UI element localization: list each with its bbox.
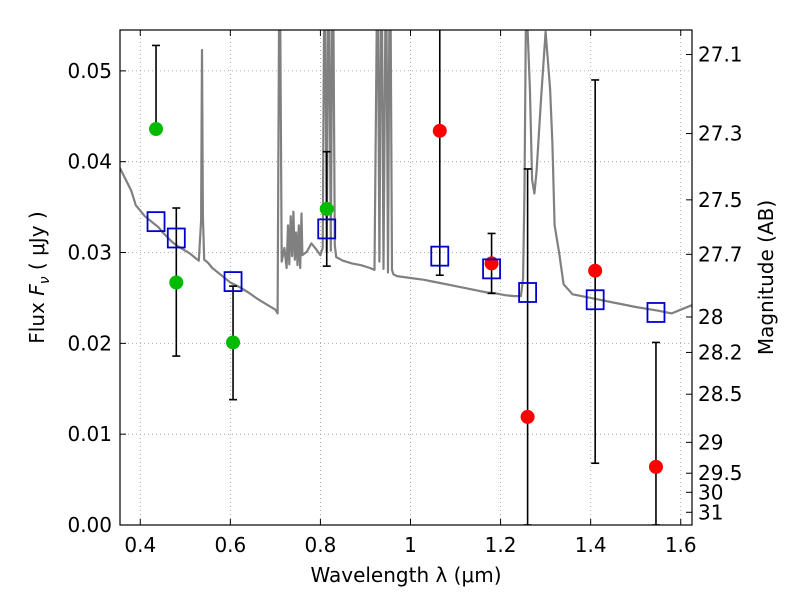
x-tick-label: 0.4 bbox=[124, 533, 156, 557]
x-tick-label: 1 bbox=[404, 533, 417, 557]
observed-infrared-point bbox=[648, 459, 663, 474]
x-tick-label: 1.2 bbox=[485, 533, 517, 557]
y-tick-label: 0.01 bbox=[67, 422, 112, 446]
observed-optical-point bbox=[226, 335, 241, 350]
model-synthetic-point bbox=[585, 289, 605, 311]
model-synthetic-point bbox=[223, 271, 243, 292]
model-synthetic-point bbox=[166, 227, 186, 249]
observed-optical-point bbox=[149, 122, 164, 136]
y-tick-label: 0.04 bbox=[67, 150, 112, 174]
mag-tick-label: 30 bbox=[698, 480, 723, 504]
x-tick-label: 1.6 bbox=[665, 533, 697, 557]
mag-tick-label: 27.3 bbox=[698, 122, 743, 146]
ticks: 0.4 0.6 0.8 1 1.2 1.4 1.6 0.00 0.01 0.02 0.03 0.04 0… bbox=[67, 30, 743, 557]
model-synthetic-point bbox=[146, 211, 166, 233]
x-tick-label: 1.4 bbox=[575, 533, 607, 557]
data-points bbox=[146, 122, 666, 474]
observed-infrared-point bbox=[588, 263, 603, 278]
model-synthetic-point bbox=[317, 218, 337, 240]
mag-tick-label: 27.5 bbox=[698, 188, 743, 212]
y-tick-label: 0.02 bbox=[67, 331, 112, 355]
observed-infrared-point bbox=[520, 409, 535, 424]
mag-tick-label: 29 bbox=[698, 430, 723, 454]
y-tick-label: 0.05 bbox=[67, 59, 112, 83]
model-synthetic-point bbox=[430, 245, 450, 267]
mag-tick-label: 28 bbox=[698, 305, 723, 329]
observed-optical-point bbox=[319, 201, 334, 216]
y2-axis-label: Magnitude (AB) bbox=[754, 200, 778, 355]
mag-tick-label: 28.5 bbox=[698, 382, 743, 406]
plot-frame bbox=[119, 29, 693, 526]
mag-tick-label: 27.1 bbox=[698, 43, 743, 67]
model-synthetic-point bbox=[646, 302, 666, 323]
model-spectrum bbox=[120, 30, 692, 315]
mag-tick-label: 31 bbox=[698, 500, 723, 524]
y-axis-label: Flux Fν ( μJy ) bbox=[25, 211, 53, 343]
observed-infrared-point bbox=[432, 123, 447, 138]
x-tick-label: 0.8 bbox=[305, 533, 337, 557]
mag-tick-label: 27.7 bbox=[698, 242, 743, 266]
x-axis-label: Wavelength λ (μm) bbox=[310, 563, 501, 587]
error-bars bbox=[152, 30, 660, 525]
model-synthetic-point bbox=[518, 282, 538, 303]
mag-tick-label: 29.5 bbox=[698, 461, 743, 485]
model-synthetic-point bbox=[482, 258, 501, 280]
y-tick-label: 0.03 bbox=[67, 241, 112, 265]
observed-optical-point bbox=[169, 275, 184, 290]
x-tick-label: 0.6 bbox=[214, 533, 246, 557]
y-tick-label: 0.00 bbox=[67, 513, 112, 537]
mag-tick-label: 28.2 bbox=[698, 340, 743, 364]
model-spectrum-line bbox=[120, 30, 692, 315]
